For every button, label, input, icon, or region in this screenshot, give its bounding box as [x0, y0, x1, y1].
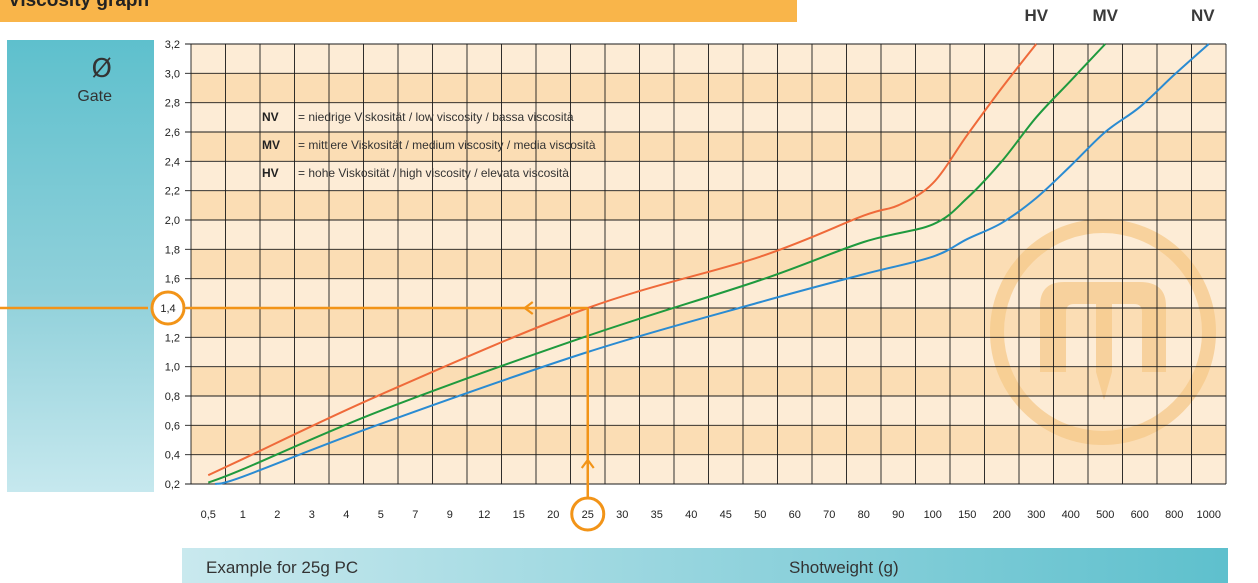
x-tick-label: 800 [1165, 509, 1183, 521]
top-label-mv: MV [1092, 6, 1119, 25]
x-tick-label: 300 [1027, 509, 1045, 521]
x-tick-label: 150 [958, 509, 976, 521]
legend-key-mv: MV [262, 138, 280, 152]
y-tick-label: 3,2 [165, 39, 180, 51]
watermark-ring [990, 219, 1216, 445]
x-tick-label: 12 [478, 509, 490, 521]
x-tick-label: 100 [924, 509, 942, 521]
x-tick-label: 500 [1096, 509, 1114, 521]
x-tick-label: 200 [993, 509, 1011, 521]
x-tick-label: 5 [378, 509, 384, 521]
gate-axis-panel: Ø Gate [7, 40, 154, 492]
y-tick-label: 1,0 [165, 362, 180, 374]
x-tick-label: 30 [616, 509, 628, 521]
example-caption: Example for 25g PC [206, 558, 359, 577]
y-tick-label: 3,0 [165, 68, 180, 80]
shotweight-axis-title: Shotweight (g) [789, 558, 899, 577]
legend-key-hv: HV [262, 166, 279, 180]
x-tick-label: 9 [447, 509, 453, 521]
watermark-logo [990, 219, 1216, 445]
x-tick-label: 2 [274, 509, 280, 521]
y-tick-label: 2,0 [165, 215, 180, 227]
y-tick-label: 1,6 [165, 274, 180, 286]
top-label-nv: NV [1190, 6, 1215, 25]
shotweight-axis-panel: Example for 25g PC Shotweight (g) [182, 548, 1228, 583]
y-tick-label: 0,8 [165, 391, 180, 403]
y-tick-label: 2,8 [165, 98, 180, 110]
y-tick-label: 2,4 [165, 156, 180, 168]
x-tick-label: 15 [513, 509, 525, 521]
legend-text-nv: = niedrige Viskosität / low viscosity / … [298, 110, 574, 124]
x-tick-label: 20 [547, 509, 559, 521]
x-tick-label: 40 [685, 509, 697, 521]
diameter-symbol: Ø [91, 54, 112, 84]
y-tick-label: 1,2 [165, 332, 180, 344]
y-tick-label: 2,6 [165, 127, 180, 139]
x-tick-label: 80 [858, 509, 870, 521]
top-label-hv: HV [1024, 6, 1049, 25]
y-tick-label: 1,8 [165, 244, 180, 256]
legend-text-mv: = mittlere Viskosität / medium viscosity… [298, 138, 596, 152]
x-tick-label: 7 [412, 509, 418, 521]
x-tick-label: 90 [892, 509, 904, 521]
example-x-marker [570, 496, 606, 532]
x-tick-label: 50 [754, 509, 766, 521]
x-tick-label: 400 [1062, 509, 1080, 521]
example-arrow-left [522, 301, 534, 315]
x-tick-label: 1 [240, 509, 246, 521]
example-arrow-up [580, 458, 595, 469]
example-x-label: 25 [582, 509, 594, 521]
x-tick-label: 45 [720, 509, 732, 521]
series-line-hv [207, 43, 1038, 477]
x-tick-label: 1000 [1197, 509, 1221, 521]
series-line-nv [214, 43, 1210, 485]
chart-title-bar: Viscosity graph [0, 0, 797, 22]
legend: NV = niedrige Viskosität / low viscosity … [262, 110, 596, 180]
y-tick-label: 2,2 [165, 186, 180, 198]
chart-title: Viscosity graph [8, 0, 150, 11]
x-tick-label: 60 [789, 509, 801, 521]
example-y-marker [150, 290, 186, 326]
watermark-glyph [1040, 282, 1166, 400]
x-tick-label: 600 [1131, 509, 1149, 521]
y-tick-label: 0,6 [165, 420, 180, 432]
series-line-mv [207, 43, 1106, 484]
gate-label: Gate [77, 88, 112, 105]
legend-text-hv: = hohe Viskosität / high viscosity / ele… [298, 166, 569, 180]
x-tick-label: 35 [651, 509, 663, 521]
x-tick-label: 3 [309, 509, 315, 521]
legend-key-nv: NV [262, 110, 279, 124]
y-tick-label: 0,4 [165, 450, 180, 462]
y-tick-label: 0,2 [165, 479, 180, 491]
x-tick-label: 4 [343, 509, 349, 521]
example-y-label: 1,4 [160, 303, 175, 315]
x-tick-label: 0,5 [201, 509, 216, 521]
x-tick-label: 70 [823, 509, 835, 521]
